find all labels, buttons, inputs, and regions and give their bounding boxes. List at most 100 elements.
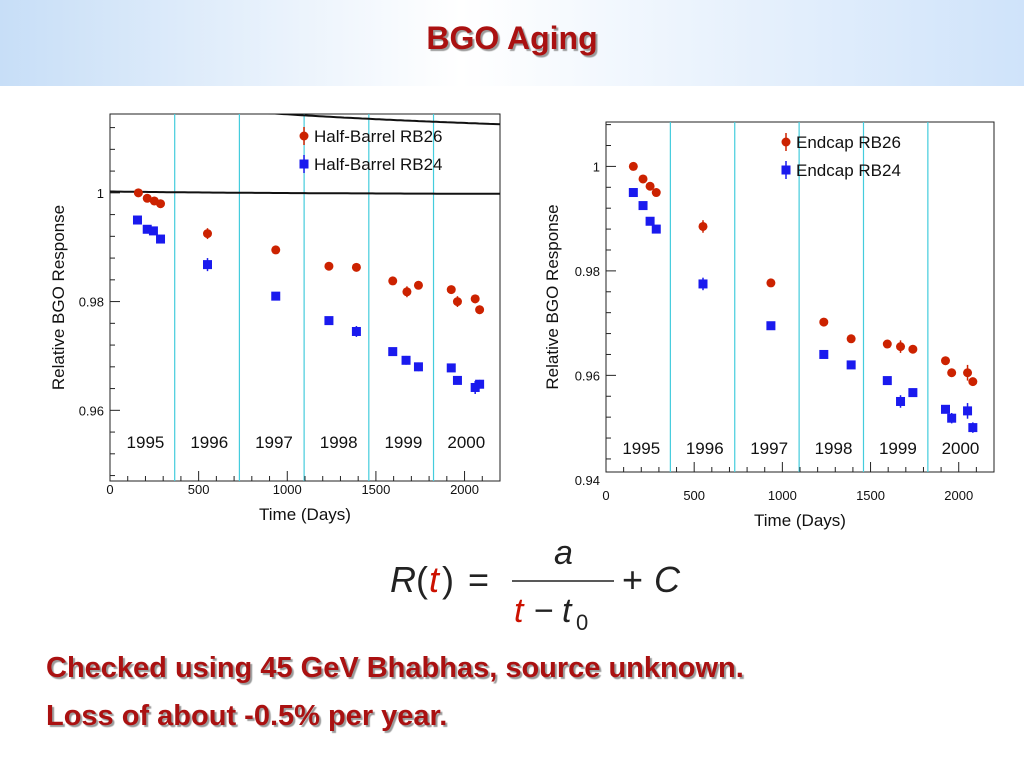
legend-label: Endcap RB24 [796,161,901,180]
x-tick-label: 1000 [768,488,797,503]
data-point-circle [413,280,423,290]
year-label: 1998 [320,433,358,452]
year-label: 1998 [815,439,853,458]
data-point-circle [963,368,973,378]
data-point-square [142,224,152,234]
data-point-circle [351,262,361,272]
aging-formula: R ( t ) = a t − t 0 + C [390,540,681,635]
data-point-circle [133,188,143,198]
data-point-square [401,355,411,365]
data-point-square [846,360,856,370]
y-axis-label: Relative BGO Response [49,205,68,390]
data-point-square [324,316,334,326]
x-tick-label: 500 [683,488,705,503]
data-point-circle [475,305,485,315]
y-tick-label: 1 [97,186,104,201]
data-point-square [766,321,776,331]
formula-denominator-t: t [514,592,525,630]
year-label: 1996 [190,433,228,452]
formula-t0: t [562,592,573,630]
x-tick-label: 0 [106,482,113,497]
data-point-square [638,201,648,211]
data-point-circle [698,221,708,231]
data-point-circle [628,161,638,171]
data-point-square [148,226,158,236]
data-point-circle [645,181,655,191]
data-point-circle [882,339,892,349]
x-tick-label: 1500 [361,482,390,497]
x-tick-label: 1000 [273,482,302,497]
data-point-square [947,413,957,423]
data-point-square [203,260,212,270]
data-point-circle [766,278,776,288]
data-point-square [882,376,892,386]
data-point-square [819,349,829,359]
formula-t0-subscript: 0 [576,610,588,635]
formula-equals: = [468,559,489,600]
year-label: 1995 [622,439,660,458]
y-tick-label: 0.98 [575,264,600,279]
data-point-square [132,215,142,225]
chart-endcap: 1995 1996 1997 1998 1999 2000 0 500 1000 1500 2000… [543,121,995,530]
data-point-circle [402,287,412,297]
x-tick-label: 2000 [944,488,973,503]
legend-marker-square [299,159,309,169]
data-point-square [351,326,361,336]
data-point-square [452,375,462,385]
data-point-square [413,362,423,372]
data-point-square [645,216,655,226]
bullet-text-loss: Loss of about -0.5% per year. [46,700,448,732]
data-point-square [963,406,973,416]
y-tick-label: 0.96 [79,403,104,418]
formula-close-paren: ) [442,559,454,600]
formula-minus: − [534,592,554,630]
legend-label: Half-Barrel RB26 [314,127,443,146]
formula-r: R [390,559,416,600]
legend-label: Endcap RB26 [796,133,901,152]
fit-curve [267,114,500,126]
y-tick-label: 0.98 [79,295,104,310]
formula-numerator: a [554,540,573,572]
data-point-square [388,347,398,357]
data-point-square [271,291,281,301]
data-point-square [475,379,485,389]
year-label: 1995 [127,433,165,452]
year-label: 1996 [686,439,724,458]
x-tick-label: 500 [188,482,210,497]
data-point-square [941,404,950,414]
data-point-circle [142,193,152,203]
x-tick-label: 0 [602,488,609,503]
chart-half-barrel: 1995 1996 1997 1998 1999 2000 0 500 1000 1500 2000… [49,113,501,524]
data-point-circle [968,377,978,387]
data-point-circle [388,276,398,286]
year-label: 2000 [942,439,980,458]
data-point-circle [324,261,334,271]
legend-marker-circle [781,137,791,147]
formula-open-paren: ( [416,559,428,600]
bullet-text-bhabhas: Checked using 45 GeV Bhabhas, source unk… [46,652,744,684]
slide-header-band [0,0,1024,86]
formula-t: t [429,559,441,600]
data-point-square [651,224,661,234]
data-point-circle [896,342,906,352]
formula-constant: C [654,559,681,600]
x-tick-label: 1500 [856,488,885,503]
legend-marker-circle [299,131,309,141]
data-point-circle [947,368,957,378]
x-axis-label: Time (Days) [754,511,846,530]
data-point-circle [941,356,950,366]
year-label: 2000 [447,433,485,452]
data-point-circle [819,317,829,327]
fit-curve [110,190,500,195]
x-axis-label: Time (Days) [259,505,351,524]
data-point-circle [846,334,856,344]
data-point-square [628,188,638,198]
data-point-circle [156,199,166,209]
data-point-circle [908,344,918,354]
data-point-circle [203,229,212,239]
year-label: 1997 [750,439,788,458]
data-point-square [446,363,456,373]
y-tick-label: 1 [593,159,600,174]
legend-label: Half-Barrel RB24 [314,155,443,174]
y-tick-label: 0.96 [575,368,600,383]
